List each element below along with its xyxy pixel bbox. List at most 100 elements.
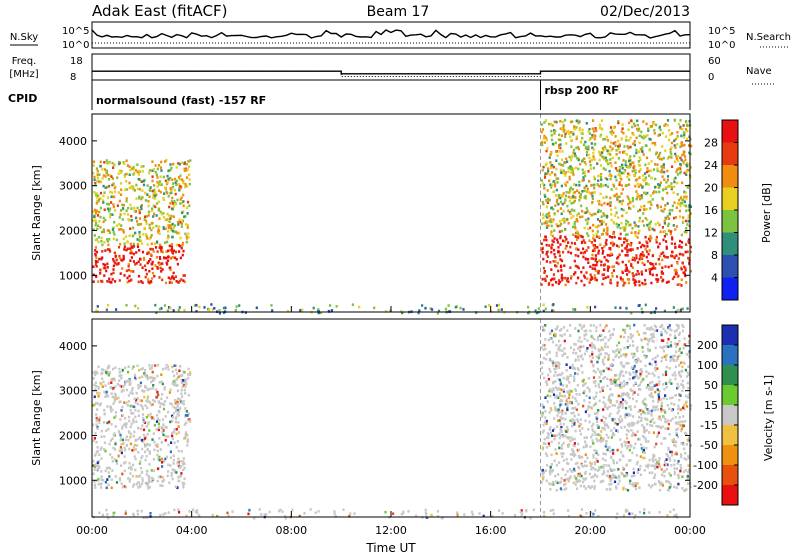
echo-cell	[392, 512, 395, 515]
echo-cell	[604, 352, 607, 355]
echo-cell	[676, 355, 679, 359]
echo-cell	[170, 245, 173, 248]
echo-cell	[593, 479, 596, 483]
echo-cell	[454, 305, 457, 309]
echo-cell	[648, 174, 651, 178]
echo-cell	[113, 448, 117, 451]
echo-cell	[148, 364, 151, 367]
echo-cell	[558, 373, 561, 376]
echo-cell	[153, 424, 156, 427]
echo-cell	[663, 309, 666, 313]
echo-cell	[198, 305, 201, 309]
echo-cell	[545, 251, 548, 254]
echo-cell	[631, 340, 634, 343]
echo-cell	[561, 412, 564, 416]
echo-cell	[666, 191, 669, 195]
echo-cell	[137, 260, 140, 263]
echo-cell	[572, 366, 575, 370]
echo-cell	[655, 185, 658, 189]
echo-cell	[112, 182, 115, 185]
echo-cell	[660, 468, 663, 471]
echo-cell	[268, 510, 271, 514]
echo-cell	[577, 402, 580, 406]
echo-cell	[646, 465, 650, 469]
echo-cell	[173, 470, 177, 474]
echo-cell	[629, 145, 632, 149]
echo-cell	[598, 466, 601, 469]
echo-cell	[577, 355, 580, 358]
echo-cell	[122, 257, 125, 261]
echo-cell	[595, 391, 598, 395]
echo-cell	[640, 194, 643, 197]
echo-cell	[140, 509, 143, 513]
echo-cell	[559, 168, 562, 172]
echo-cell	[102, 201, 105, 204]
echo-cell	[170, 207, 174, 210]
echo-cell	[683, 407, 686, 411]
echo-cell	[597, 348, 600, 351]
echo-cell	[666, 157, 669, 160]
echo-cell	[644, 278, 647, 282]
echo-cell	[558, 150, 561, 153]
echo-cell	[131, 387, 134, 390]
echo-cell	[96, 425, 99, 429]
echo-cell	[573, 348, 576, 352]
echo-cell	[142, 419, 145, 422]
echo-cell	[562, 441, 565, 445]
echo-cell	[616, 348, 619, 351]
echo-cell	[160, 183, 163, 186]
echo-cell	[566, 277, 569, 280]
echo-cell	[611, 156, 614, 160]
echo-cell	[661, 175, 664, 178]
echo-cell	[161, 480, 164, 483]
echo-cell	[678, 349, 681, 353]
echo-cell	[680, 141, 683, 144]
echo-cell	[648, 228, 651, 232]
echo-cell	[687, 464, 690, 467]
echo-cell	[157, 363, 160, 367]
echo-cell	[124, 485, 127, 489]
echo-cell	[546, 436, 549, 439]
echo-cell	[605, 258, 608, 262]
echo-cell	[612, 432, 615, 435]
echo-cell	[173, 411, 176, 415]
echo-cell	[609, 201, 612, 204]
echo-cell	[665, 217, 668, 220]
echo-cell	[100, 240, 103, 243]
echo-cell	[641, 219, 644, 223]
echo-cell	[602, 385, 605, 389]
echo-cell	[651, 328, 654, 331]
echo-cell	[599, 153, 602, 157]
echo-cell	[653, 454, 656, 458]
echo-cell	[651, 339, 654, 343]
echo-cell	[670, 156, 673, 159]
echo-cell	[552, 218, 555, 221]
echo-cell	[637, 209, 640, 213]
echo-cell	[668, 217, 671, 221]
echo-cell	[595, 263, 598, 267]
echo-cell	[577, 248, 580, 251]
echo-cell	[94, 486, 97, 489]
echo-cell	[110, 195, 113, 199]
echo-cell	[133, 430, 136, 434]
echo-cell	[676, 173, 679, 176]
echo-cell	[161, 431, 164, 434]
echo-cell	[155, 388, 158, 391]
echo-cell	[107, 173, 110, 177]
echo-cell	[172, 162, 175, 166]
echo-cell	[667, 138, 671, 142]
echo-cell	[574, 406, 577, 410]
echo-cell	[687, 216, 690, 219]
echo-cell	[591, 346, 594, 349]
echo-cell	[596, 162, 599, 165]
echo-cell	[686, 186, 689, 189]
echo-cell	[597, 252, 600, 255]
echo-cell	[144, 275, 147, 279]
echo-cell	[178, 306, 181, 309]
echo-cell	[587, 146, 590, 150]
echo-cell	[552, 387, 555, 390]
echo-cell	[546, 197, 549, 201]
echo-cell	[139, 384, 142, 388]
echo-cell	[580, 279, 583, 283]
